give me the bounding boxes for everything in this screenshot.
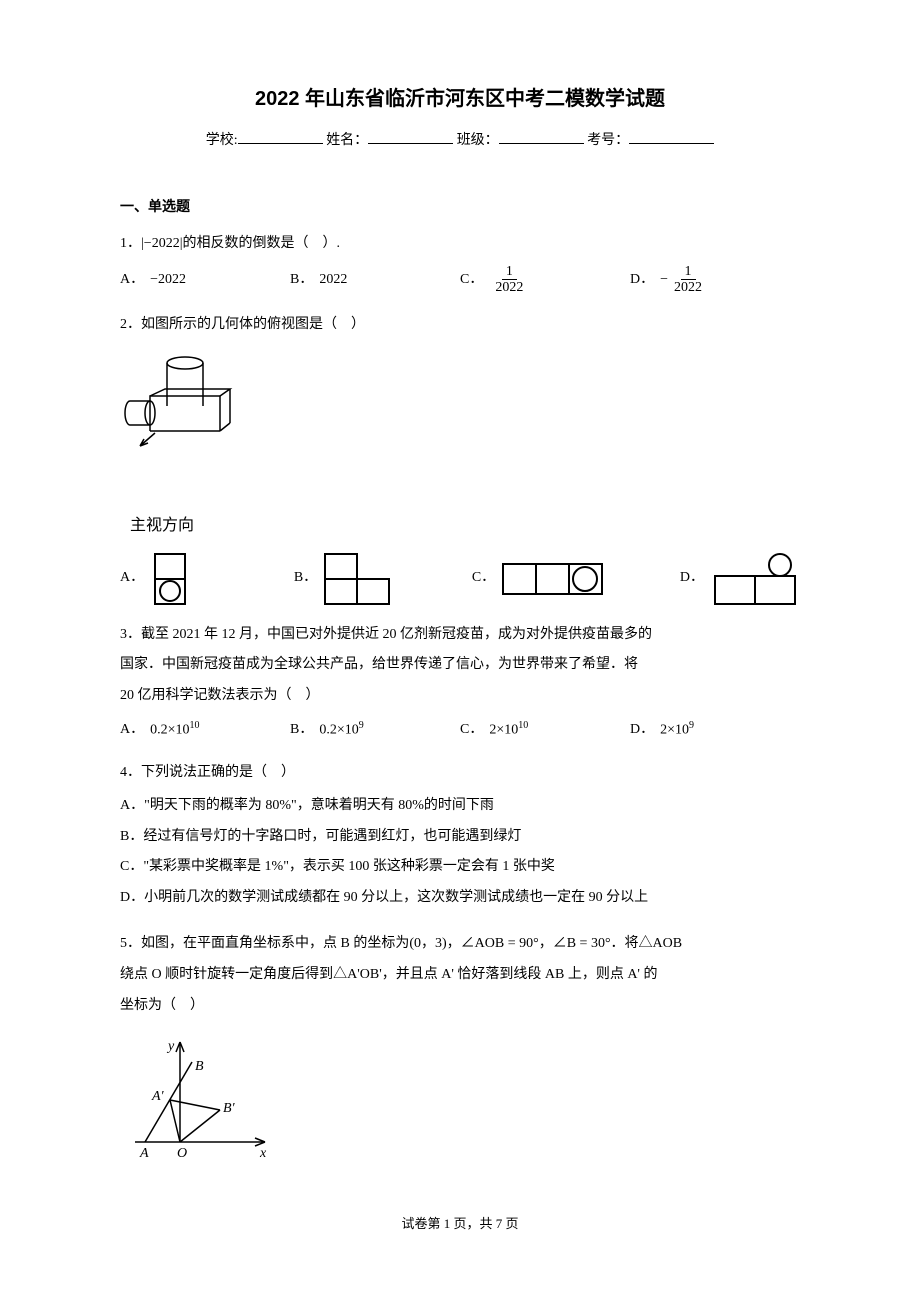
section1-header: 一、单选题	[120, 195, 800, 222]
q1-fraction-c: 1 2022	[491, 264, 527, 296]
svg-text:y: y	[166, 1039, 175, 1054]
school-blank	[238, 130, 323, 144]
q1-option-d: D． − 1 2022	[630, 264, 800, 296]
coordinate-system-icon: y x B A′ B′ A O	[120, 1032, 280, 1172]
examno-blank	[629, 130, 714, 144]
question-2: 2．如图所示的几何体的俯视图是（ ） 主视方向 A． B．	[120, 310, 800, 606]
q2-figure: 主视方向	[120, 351, 800, 542]
q2-option-d-icon	[710, 552, 800, 606]
q4-option-c: C．"某彩票中奖概率是 1%"，表示买 100 张这种彩票一定会有 1 张中奖	[120, 854, 800, 881]
q2-option-a-icon	[150, 552, 220, 606]
q2-option-d: D．	[680, 552, 800, 606]
question-5: 5．如图，在平面直角坐标系中，点 B 的坐标为(0，3)，∠AOB = 90°，…	[120, 929, 800, 1182]
q4-option-a: A．"明天下雨的概率为 80%"，意味着明天有 80%的时间下雨	[120, 793, 800, 820]
student-info-line: 学校: 姓名： 班级： 考号：	[120, 128, 800, 155]
q4-option-d: D．小明前几次的数学测试成绩都在 90 分以上，这次数学测试成绩也一定在 90 …	[120, 885, 800, 912]
q4-option-b: B．经过有信号灯的十字路口时，可能遇到红灯，也可能遇到绿灯	[120, 824, 800, 851]
q1-options: A． −2022 B． 2022 C． 1 2022 D． − 1 2022	[120, 264, 800, 296]
exam-title: 2022 年山东省临沂市河东区中考二模数学试题	[120, 80, 800, 118]
class-label: 班级：	[457, 133, 499, 148]
svg-text:A′: A′	[151, 1089, 165, 1104]
q5-text: 5．如图，在平面直角坐标系中，点 B 的坐标为(0，3)，∠AOB = 90°，…	[120, 929, 800, 1021]
q2-option-a: A．	[120, 552, 220, 606]
class-blank	[499, 130, 584, 144]
q1-fraction-d: − 1 2022	[660, 264, 708, 296]
geometry-solid-icon	[120, 351, 240, 501]
q3-option-a: A． 0.2×1010	[120, 716, 290, 744]
q4-text: 4．下列说法正确的是（ ）	[120, 758, 800, 789]
q2-option-c-icon	[501, 559, 606, 599]
q2-option-c: C．	[472, 559, 606, 599]
question-1: 1．|−2022|的相反数的倒数是（ ）. A． −2022 B． 2022 C…	[120, 229, 800, 296]
q3-text: 3．截至 2021 年 12 月，中国已对外提供近 20 亿剂新冠疫苗，成为对外…	[120, 620, 800, 712]
svg-text:B′: B′	[223, 1101, 236, 1116]
q1-text: 1．|−2022|的相反数的倒数是（ ）.	[120, 229, 800, 260]
q3-option-d: D． 2×109	[630, 716, 800, 744]
q1-option-b: B． 2022	[290, 264, 460, 296]
q3-options: A． 0.2×1010 B． 0.2×109 C． 2×1010 D． 2×10…	[120, 716, 800, 744]
name-label: 姓名：	[326, 133, 368, 148]
page-footer: 试卷第 1 页，共 7 页	[120, 1212, 800, 1237]
q1-option-a: A． −2022	[120, 264, 290, 296]
q3-option-c: C． 2×1010	[460, 716, 630, 744]
svg-text:B: B	[195, 1059, 204, 1074]
q1-option-c: C． 1 2022	[460, 264, 630, 296]
question-3: 3．截至 2021 年 12 月，中国已对外提供近 20 亿剂新冠疫苗，成为对外…	[120, 620, 800, 745]
q2-text: 2．如图所示的几何体的俯视图是（ ）	[120, 310, 800, 341]
name-blank	[368, 130, 453, 144]
q2-option-b: B．	[294, 552, 398, 606]
q4-options: A．"明天下雨的概率为 80%"，意味着明天有 80%的时间下雨 B．经过有信号…	[120, 793, 800, 915]
question-4: 4．下列说法正确的是（ ） A．"明天下雨的概率为 80%"，意味着明天有 80…	[120, 758, 800, 915]
view-direction-label: 主视方向	[130, 511, 800, 541]
svg-text:x: x	[259, 1146, 267, 1161]
q2-option-b-icon	[323, 552, 398, 606]
school-label: 学校:	[206, 133, 238, 148]
svg-text:O: O	[177, 1146, 187, 1161]
examno-label: 考号：	[587, 133, 629, 148]
q5-figure: y x B A′ B′ A O	[120, 1032, 800, 1183]
q2-options: A． B． C． D．	[120, 552, 800, 606]
svg-text:A: A	[139, 1146, 149, 1161]
q3-option-b: B． 0.2×109	[290, 716, 460, 744]
